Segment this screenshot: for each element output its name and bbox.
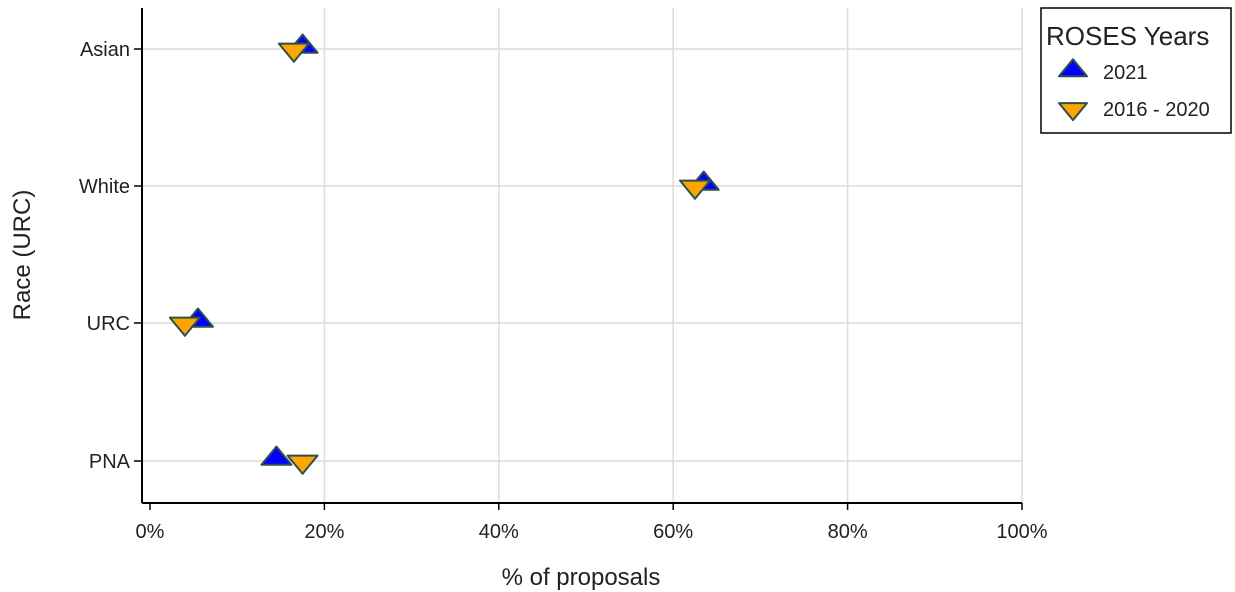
legend-items: 2021 2016 - 2020: [1058, 58, 1210, 122]
legend-label-2016-2020: 2016 - 2020: [1103, 99, 1210, 121]
y-axis-title: Race (URC): [9, 190, 36, 321]
x-axis-title: % of proposals: [502, 564, 661, 591]
y-tick-label-white: White: [79, 176, 130, 198]
x-tick-label: 20%: [304, 521, 344, 543]
y-ticks: Asian White URC PNA: [79, 39, 142, 473]
marks: [168, 33, 720, 475]
x-tick-label: 0%: [136, 521, 165, 543]
point-asian-2016-2020: [277, 42, 310, 63]
y-tick-label-pna: PNA: [89, 451, 131, 473]
x-ticks: 0% 20% 40% 60% 80% 100%: [136, 503, 1048, 543]
x-tick-label: 60%: [653, 521, 693, 543]
legend-marker-2016-2020: [1058, 102, 1088, 122]
x-tick-label: 80%: [828, 521, 868, 543]
legend-title: ROSES Years: [1046, 21, 1209, 51]
x-tick-label: 100%: [996, 521, 1047, 543]
y-tick-label-asian: Asian: [80, 39, 130, 61]
x-tick-label: 40%: [479, 521, 519, 543]
grid: [142, 8, 1023, 503]
legend-label-2021: 2021: [1103, 62, 1148, 84]
point-urc-2016-2020: [168, 316, 201, 337]
axes: [141, 8, 1022, 504]
legend-marker-2021: [1058, 58, 1088, 78]
point-white-2016-2020: [679, 179, 711, 200]
y-tick-label-urc: URC: [87, 313, 130, 335]
point-pna-2021: [260, 445, 293, 466]
point-pna-2016-2020: [286, 454, 319, 475]
legend: ROSES Years 2021 2016 - 2020: [1040, 7, 1232, 134]
